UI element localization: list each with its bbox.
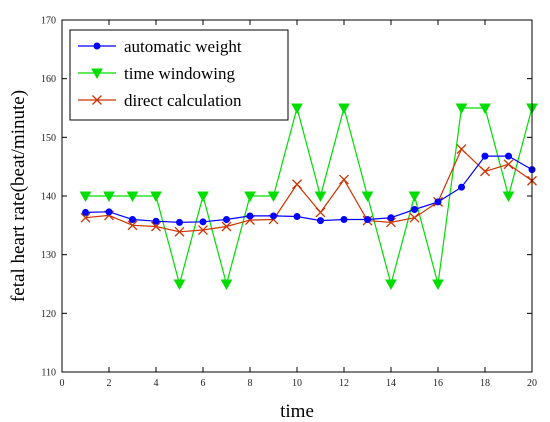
y-tick-label: 140 [41,192,56,203]
x-tick-label: 6 [201,378,206,389]
data-point [502,191,515,203]
data-point [221,221,232,232]
data-point [246,212,254,220]
data-point [387,214,395,222]
x-tick-label: 4 [154,378,159,389]
x-tick-label: 0 [60,378,65,389]
series-automatic-weight [82,152,536,226]
y-tick-label: 120 [41,309,56,320]
data-point [292,179,302,190]
data-point [152,217,160,225]
data-point [91,68,103,80]
legend-label: automatic weight [124,37,242,56]
legend-entry: automatic weight [78,37,242,56]
legend-box [69,29,289,121]
legend-label: time windowing [124,64,235,83]
plot-area-frame [61,19,533,373]
series-line [85,148,533,233]
y-tick-label: 150 [41,133,56,144]
data-point [244,191,256,203]
data-point [455,103,468,115]
y-axis-title: fetal heart rate(beat/minute) [8,90,29,302]
data-point [127,220,138,231]
data-point [339,174,349,185]
series-line [85,155,533,224]
data-point [432,279,444,291]
data-point [434,198,442,206]
data-point [173,279,186,291]
y-tick-label: 110 [41,368,56,379]
data-point [92,95,102,105]
data-point [129,215,136,223]
series-line [85,105,533,287]
data-point [364,215,371,223]
data-point [220,279,233,291]
data-point [315,207,326,218]
y-tick-label: 170 [41,16,56,27]
data-point [503,159,514,170]
data-point [93,42,101,50]
data-point [174,226,185,237]
data-point [361,191,374,203]
data-point [223,215,230,223]
data-point [481,152,489,160]
x-tick-label: 14 [386,378,396,389]
data-point [314,191,327,203]
y-tick-label: 160 [41,74,56,85]
data-point [103,191,115,203]
data-point [408,191,421,203]
data-point [197,191,209,203]
x-tick-label: 16 [433,378,443,389]
data-point [199,218,207,226]
y-tick-label: 130 [41,250,56,261]
x-tick-label: 10 [292,378,302,389]
data-point [105,208,113,216]
series-time-windowing [79,103,538,291]
data-point [291,103,303,115]
x-tick-label: 8 [248,378,253,389]
data-point [317,217,324,225]
data-point [385,279,397,291]
data-point [80,212,91,223]
series-layer [79,103,538,291]
x-axis-title: time [280,401,314,422]
data-point [409,212,420,223]
data-point [82,208,89,216]
data-point [270,212,277,220]
data-point [176,218,183,226]
data-point [150,191,162,203]
data-point [267,191,280,203]
x-tick-label: 18 [480,378,490,389]
data-point [479,103,491,115]
legend-entry: direct calculation [78,91,242,110]
data-point [293,213,301,221]
data-point [505,152,512,160]
tick-labels: 0 2 4 6 8 10 12 14 16 18 20 110 120 130 140 150 160 170 [41,16,537,390]
x-tick-label: 20 [527,378,537,389]
data-point [340,215,348,223]
data-point [198,225,208,235]
data-point [411,205,418,213]
legend-entry: time windowing [78,64,235,83]
legend: automatic weight time windowing direct cal… [69,29,289,121]
data-point [79,191,92,203]
data-point [458,183,465,191]
data-point [126,191,139,203]
data-point [151,221,161,232]
x-tick-label: 2 [107,378,112,389]
data-point [480,166,490,177]
data-point [338,103,350,115]
legend-label: direct calculation [124,91,242,110]
data-point [456,144,467,155]
x-tick-label: 12 [339,378,349,389]
